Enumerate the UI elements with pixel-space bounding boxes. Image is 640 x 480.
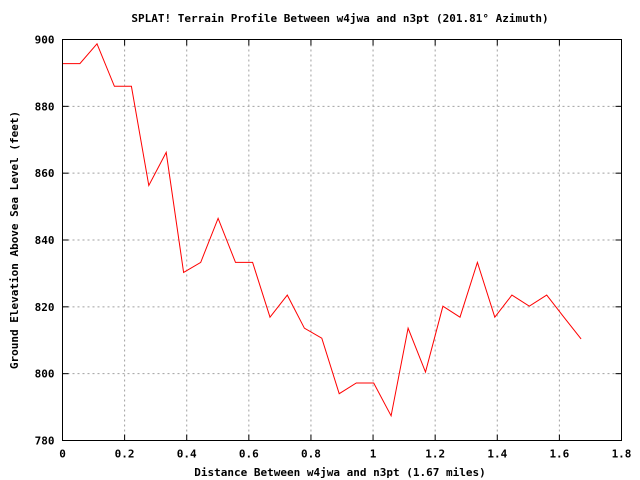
y-axis-label: Ground Elevation Above Sea Level (feet) — [8, 111, 21, 369]
grid — [62, 39, 622, 441]
x-tick-label: 0.8 — [301, 448, 321, 461]
y-tick-label: 800 — [35, 368, 55, 381]
x-tick-label: 1.4 — [487, 448, 507, 461]
axis-ticks: 0 0.2 0.4 0.6 0.8 1 1.2 1.4 1.6 1.8 780 800 820 840 86… — [35, 34, 632, 461]
chart-title: SPLAT! Terrain Profile Between w4jwa and… — [131, 12, 548, 25]
x-tick-label: 0.4 — [177, 448, 197, 461]
y-tick-label: 780 — [35, 435, 55, 448]
x-tick-label: 0.2 — [115, 448, 135, 461]
plot-border — [62, 39, 622, 441]
x-tick-label: 0.6 — [239, 448, 259, 461]
x-tick-label: 1.8 — [612, 448, 632, 461]
x-tick-label: 0 — [59, 448, 66, 461]
y-tick-label: 860 — [35, 167, 55, 180]
terrain-line — [62, 42, 582, 418]
y-tick-label: 820 — [35, 301, 55, 314]
x-tick-label: 1 — [370, 448, 377, 461]
y-tick-label: 840 — [35, 234, 55, 247]
x-tick-label: 1.2 — [425, 448, 445, 461]
y-tick-label: 900 — [35, 34, 55, 47]
y-tick-label: 880 — [35, 100, 55, 113]
x-tick-label: 1.6 — [549, 448, 569, 461]
x-axis-label: Distance Between w4jwa and n3pt (1.67 mi… — [194, 466, 485, 479]
